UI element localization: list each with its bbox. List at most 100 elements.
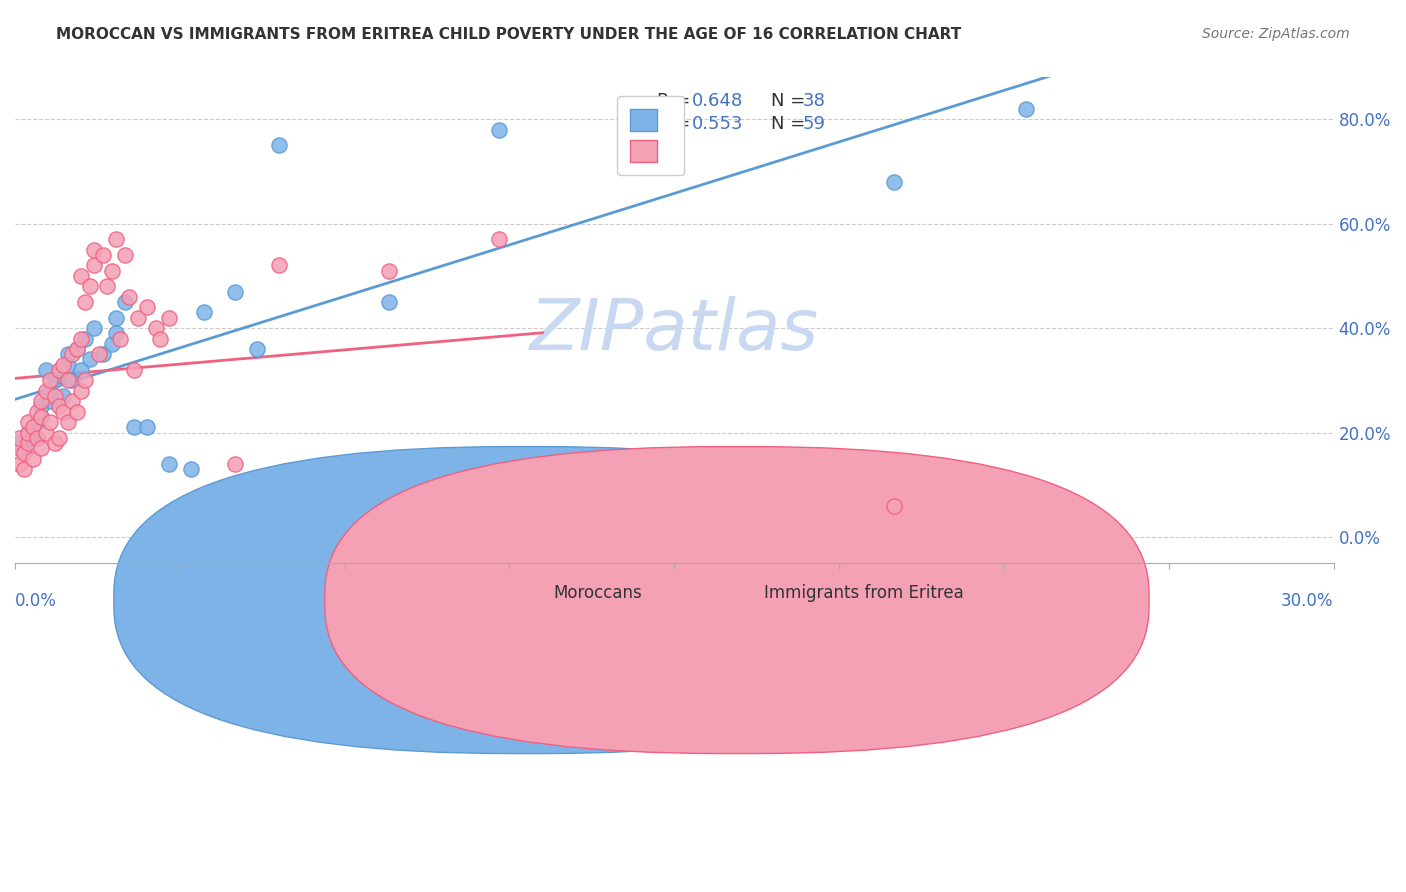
Point — [35, 425, 58, 440]
Point — [21, 451, 44, 466]
Point — [30, 400, 52, 414]
Point — [224, 457, 246, 471]
Point — [100, 336, 122, 351]
Point — [83, 243, 105, 257]
Point — [157, 310, 180, 325]
Point — [127, 310, 149, 325]
Point — [246, 342, 269, 356]
Point — [52, 358, 75, 372]
Point — [110, 332, 132, 346]
Point — [75, 332, 97, 346]
Point — [79, 352, 101, 367]
Point — [39, 394, 62, 409]
Point — [44, 389, 66, 403]
Point — [39, 415, 62, 429]
Point — [56, 347, 79, 361]
Point — [35, 384, 58, 398]
Point — [52, 389, 75, 403]
Point — [91, 347, 114, 361]
Point — [149, 332, 172, 346]
Point — [30, 442, 52, 456]
Point — [70, 332, 93, 346]
Point — [30, 409, 52, 424]
Point — [52, 405, 75, 419]
Point — [79, 279, 101, 293]
Text: R =: R = — [657, 115, 696, 134]
Point — [56, 415, 79, 429]
Point — [70, 384, 93, 398]
Text: 0.553: 0.553 — [692, 115, 742, 134]
Point — [60, 373, 83, 387]
Point — [180, 462, 202, 476]
Point — [13, 446, 35, 460]
Text: 59: 59 — [803, 115, 825, 134]
Point — [60, 347, 83, 361]
Text: 0.648: 0.648 — [692, 92, 742, 110]
Point — [75, 373, 97, 387]
Point — [13, 442, 35, 456]
Point — [83, 259, 105, 273]
Point — [25, 431, 48, 445]
Legend: , : , — [617, 96, 685, 175]
Point — [48, 368, 70, 383]
Point — [39, 384, 62, 398]
Point — [44, 373, 66, 387]
Point — [8, 457, 31, 471]
Point — [30, 394, 52, 409]
Point — [56, 373, 79, 387]
Point — [8, 442, 31, 456]
Point — [13, 462, 35, 476]
Point — [65, 342, 87, 356]
Point — [17, 425, 39, 440]
Point — [21, 431, 44, 445]
Text: N =: N = — [770, 115, 811, 134]
Point — [100, 263, 122, 277]
Point — [135, 300, 157, 314]
Text: ZIPatlas: ZIPatlas — [530, 295, 818, 365]
Point — [17, 436, 39, 450]
Point — [8, 431, 31, 445]
FancyBboxPatch shape — [114, 447, 938, 754]
Point — [75, 295, 97, 310]
Point — [145, 321, 167, 335]
Point — [48, 363, 70, 377]
Point — [35, 363, 58, 377]
Point — [39, 373, 62, 387]
Point — [105, 326, 128, 341]
Point — [377, 295, 399, 310]
Point — [48, 400, 70, 414]
Point — [25, 405, 48, 419]
Point — [105, 310, 128, 325]
Point — [44, 436, 66, 450]
Point — [377, 263, 399, 277]
Text: Source: ZipAtlas.com: Source: ZipAtlas.com — [1202, 27, 1350, 41]
Point — [83, 321, 105, 335]
Text: Immigrants from Eritrea: Immigrants from Eritrea — [763, 584, 963, 602]
Point — [65, 405, 87, 419]
Point — [114, 295, 136, 310]
Point — [56, 358, 79, 372]
Point — [87, 347, 110, 361]
Point — [193, 305, 215, 319]
Point — [224, 285, 246, 299]
Point — [105, 232, 128, 246]
Point — [21, 420, 44, 434]
Point — [114, 248, 136, 262]
Point — [267, 259, 290, 273]
Point — [91, 248, 114, 262]
Point — [60, 394, 83, 409]
Text: MOROCCAN VS IMMIGRANTS FROM ERITREA CHILD POVERTY UNDER THE AGE OF 16 CORRELATIO: MOROCCAN VS IMMIGRANTS FROM ERITREA CHIL… — [56, 27, 962, 42]
Point — [70, 363, 93, 377]
Point — [122, 420, 145, 434]
Point — [17, 425, 39, 440]
Point — [267, 138, 290, 153]
Point — [8, 436, 31, 450]
Point — [157, 457, 180, 471]
Point — [883, 499, 905, 513]
Point — [122, 363, 145, 377]
Point — [118, 290, 141, 304]
Point — [48, 431, 70, 445]
Point — [488, 122, 510, 136]
Point — [135, 420, 157, 434]
Point — [488, 232, 510, 246]
